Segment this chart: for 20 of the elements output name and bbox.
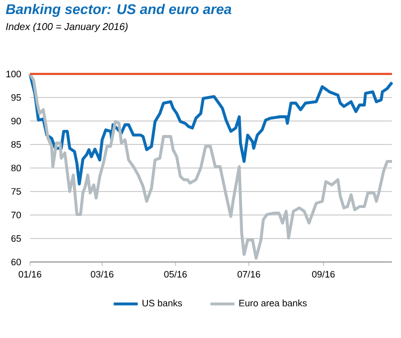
y-tick-label: 100 xyxy=(6,70,21,78)
y-tick-label: 75 xyxy=(11,188,21,195)
x-tick-label: 09/16 xyxy=(312,270,335,278)
x-tick-label: 07/16 xyxy=(238,270,260,278)
y-tick-label: 80 xyxy=(11,164,21,172)
x-tick-label: 01/16 xyxy=(18,270,42,278)
legend-label: US banks xyxy=(142,300,182,306)
chart-title: Banking sector: US and euro area xyxy=(6,4,232,17)
line-series xyxy=(28,72,394,186)
line-series xyxy=(28,72,394,260)
x-tick-label: 05/16 xyxy=(164,270,187,278)
chart-subtitle: Index (100 = January 2016) xyxy=(6,22,128,32)
y-tick-label: 90 xyxy=(11,118,21,124)
y-tick-label: 65 xyxy=(11,235,21,242)
legend-label: Euro area banks xyxy=(239,300,307,306)
y-tick-label: 85 xyxy=(11,141,21,148)
y-tick-label: 95 xyxy=(11,94,21,101)
x-tick-label: 03/16 xyxy=(90,270,114,278)
y-tick-label: 70 xyxy=(11,212,21,218)
y-tick-label: 60 xyxy=(11,258,21,266)
